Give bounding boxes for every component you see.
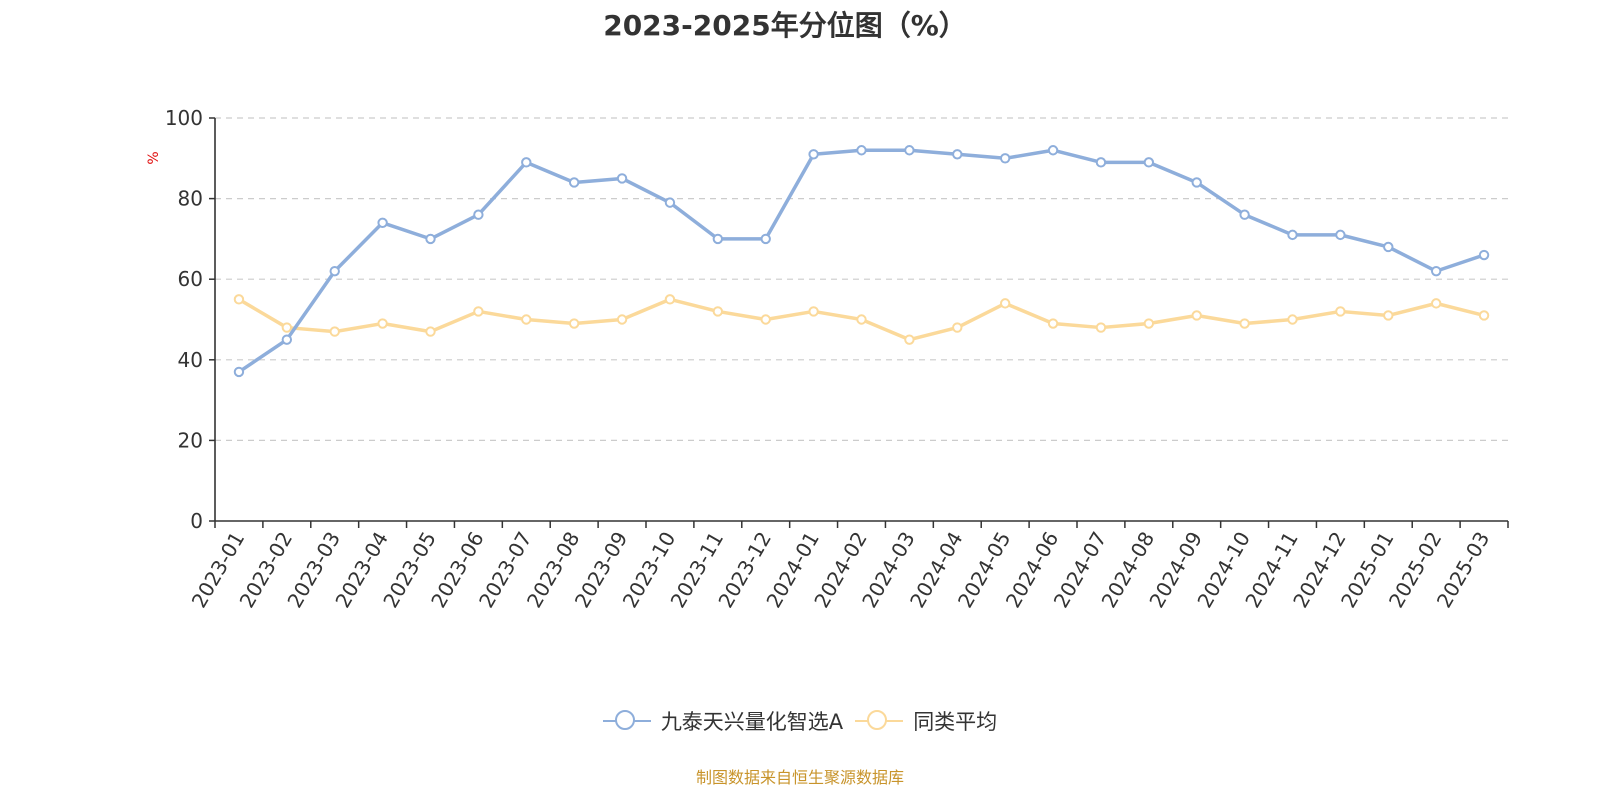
series-2-point-2024-10 (1239, 318, 1250, 329)
axes (209, 117, 1509, 528)
legend-label-series-1: 九泰天兴量化智选A (660, 710, 844, 734)
legend-item-series-1[interactable]: 九泰天兴量化智选A (602, 706, 844, 736)
series-2-point-2023-08 (568, 318, 580, 329)
series-2-point-2024-08 (1143, 318, 1155, 329)
legend-marker-series-2-icon (855, 708, 904, 734)
series-2-point-2023-12 (760, 314, 771, 325)
series-1-point-2023-10 (664, 197, 676, 208)
series-2-point-2023-09 (616, 314, 628, 325)
series-2-point-2024-03 (904, 334, 915, 345)
series-2-point-2024-11 (1287, 314, 1298, 325)
source-note: 制图数据来自恒生聚源数据库 (695, 768, 904, 787)
series-1-point-2024-11 (1287, 229, 1298, 241)
series-line-1 (237, 148, 1486, 374)
series-2-point-2024-05 (999, 298, 1011, 309)
series-1-point-2024-10 (1239, 209, 1250, 220)
series-1-point-2024-01 (808, 149, 819, 160)
series-1-point-2023-06 (473, 209, 484, 220)
series-1-point-2024-05 (999, 153, 1011, 164)
chart-title: 2023-2025年分位图（%） (603, 9, 967, 42)
y-tick-label-100: 100 (165, 106, 203, 130)
series-1-point-2023-01 (233, 366, 245, 378)
series-lines (233, 145, 1490, 378)
series-2-point-2023-05 (425, 326, 436, 337)
legend-marker-series-1-icon (602, 708, 651, 734)
y-tick-label-20: 20 (178, 428, 203, 452)
series-1-point-2023-12 (760, 233, 771, 245)
y-tick-label-60: 60 (178, 267, 203, 291)
series-1-point-2025-01 (1383, 241, 1394, 253)
series-1-point-2024-12 (1335, 229, 1346, 241)
series-1-point-2024-07 (1095, 157, 1107, 168)
series-1-point-2024-09 (1191, 177, 1202, 188)
series-2-point-2025-03 (1478, 310, 1490, 321)
series-2-point-2024-01 (808, 306, 819, 317)
series-2-point-2024-09 (1191, 310, 1202, 321)
series-2-point-2023-07 (521, 314, 532, 325)
series-2-point-2023-10 (664, 294, 676, 305)
series-2-point-2025-01 (1383, 310, 1394, 321)
series-1-point-2023-03 (329, 265, 340, 277)
series-2-point-2024-06 (1047, 318, 1059, 329)
series-1-point-2023-11 (712, 233, 724, 245)
legend: 九泰天兴量化智选A 同类平均 (0, 706, 1600, 736)
series-2-point-2025-02 (1430, 298, 1442, 309)
y-tick-label-40: 40 (178, 348, 203, 372)
series-2-point-2024-12 (1335, 306, 1346, 317)
y-tick-label-0: 0 (190, 509, 203, 533)
axis-labels: 020406080100%2023-012023-022023-032023-0… (146, 106, 1494, 612)
series-1-point-2024-06 (1047, 145, 1059, 156)
series-1-point-2024-03 (904, 145, 915, 156)
series-1-point-2023-04 (377, 217, 388, 228)
series-2-point-2023-01 (233, 294, 245, 305)
series-1-point-2024-02 (856, 145, 867, 156)
series-2-point-2023-03 (329, 326, 340, 337)
series-2-point-2023-06 (473, 306, 484, 317)
series-2-point-2023-02 (281, 322, 293, 333)
series-1-point-2023-08 (568, 177, 580, 188)
series-2-point-2024-07 (1095, 322, 1107, 333)
legend-item-series-2[interactable]: 同类平均 (855, 706, 997, 736)
series-1-point-2024-08 (1143, 157, 1155, 168)
series-1-point-2023-05 (425, 233, 436, 245)
series-1-point-2023-02 (281, 334, 293, 345)
series-2-point-2023-04 (377, 318, 388, 329)
grid-lines (215, 117, 1508, 441)
series-1-point-2023-09 (616, 173, 628, 184)
y-axis-unit-label: % (146, 151, 162, 164)
series-1-point-2025-02 (1430, 265, 1442, 277)
series-1-point-2025-03 (1478, 249, 1490, 261)
series-2-point-2024-02 (856, 314, 867, 325)
series-2-point-2024-04 (952, 322, 963, 333)
y-tick-label-80: 80 (178, 187, 203, 211)
series-2-point-2023-11 (712, 306, 724, 317)
series-1-point-2023-07 (521, 157, 532, 168)
series-1-point-2024-04 (952, 149, 963, 160)
legend-label-series-2: 同类平均 (913, 710, 998, 734)
